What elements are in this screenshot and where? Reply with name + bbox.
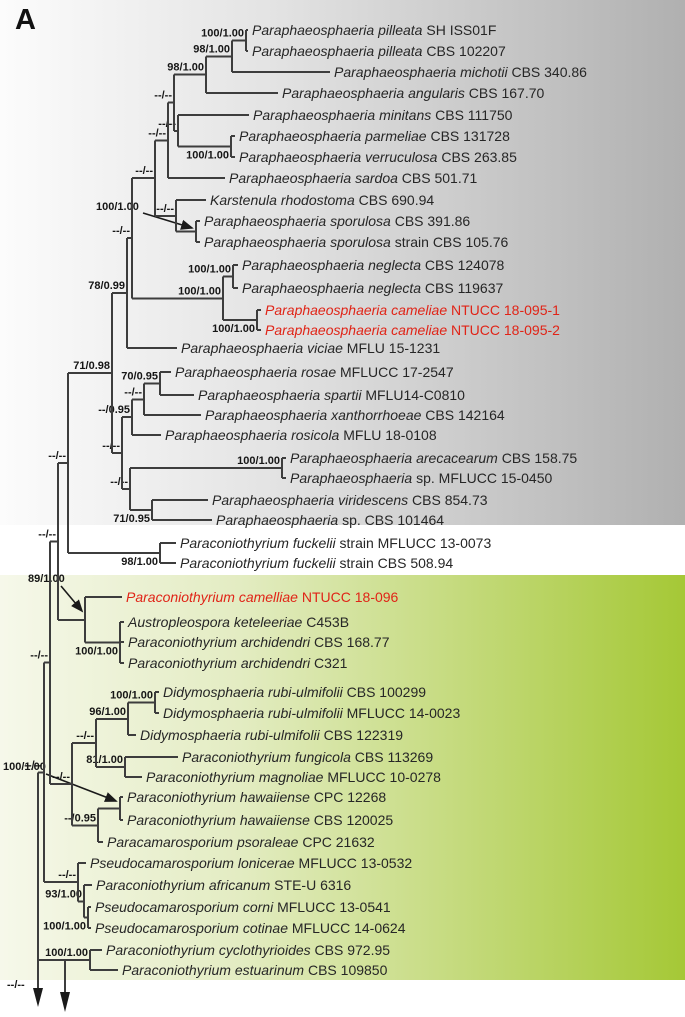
taxon-label: Paraphaeosphaeria spartii MFLU14-C0810 xyxy=(198,387,465,403)
taxon-label: Paracamarosporium psoraleae CPC 21632 xyxy=(107,834,375,850)
support-label: --/-- xyxy=(38,528,56,540)
support-label: --/-- xyxy=(154,90,172,102)
support-label: --/-- xyxy=(76,730,94,742)
taxon-label: Paraphaeosphaeria verruculosa CBS 263.85 xyxy=(239,149,517,165)
taxon-label: Paraphaeosphaeria michotii CBS 340.86 xyxy=(334,64,587,80)
support-label: --/-- xyxy=(24,759,42,771)
support-label: 100/1.00 xyxy=(43,921,86,933)
support-label: --/0.95 xyxy=(64,812,96,824)
taxon-label: Karstenula rhodostoma CBS 690.94 xyxy=(210,192,434,208)
support-label: --/-- xyxy=(135,165,153,177)
support-label: 100/1.00 xyxy=(3,761,46,773)
taxon-label: Paraphaeosphaeria sp. MFLUCC 15-0450 xyxy=(290,470,552,486)
support-label: 89/1.00 xyxy=(28,573,65,585)
support-label: 70/0.95 xyxy=(121,371,158,383)
support-label: --/-- xyxy=(48,450,66,462)
support-label: 100/1.00 xyxy=(201,28,244,40)
support-label: 100/1.00 xyxy=(212,323,255,335)
support-label: --/-- xyxy=(58,869,76,881)
taxon-label: Paraphaeosphaeria viridescens CBS 854.73 xyxy=(212,492,488,508)
support-label: 93/1.00 xyxy=(45,888,82,900)
taxon-label: Paraphaeosphaeria xanthorrhoeae CBS 1421… xyxy=(205,407,505,423)
taxon-label: Paraconiothyrium archidendri CBS 168.77 xyxy=(128,634,390,650)
taxon-label: Paraconiothyrium estuarinum CBS 109850 xyxy=(122,962,388,978)
support-label: --/-- xyxy=(30,650,48,662)
taxon-label: Paraphaeosphaeria pilleata CBS 102207 xyxy=(252,43,506,59)
taxon-label: Paraconiothyrium magnoliae MFLUCC 10-027… xyxy=(146,769,441,785)
support-label: --/-- xyxy=(7,979,25,991)
taxon-label: Paraphaeosphaeria angularis CBS 167.70 xyxy=(282,85,545,101)
support-label: --/-- xyxy=(110,476,128,488)
taxon-label: Paraphaeosphaeria rosae MFLUCC 17-2547 xyxy=(175,364,454,380)
support-label: 71/0.95 xyxy=(113,513,150,525)
taxon-label: Paraconiothyrium archidendri C321 xyxy=(128,655,348,671)
support-label: 81/1.00 xyxy=(86,754,123,766)
support-label: 100/1.00 xyxy=(178,285,221,297)
support-label: 100/1.00 xyxy=(96,201,139,213)
taxon-label: Paraconiothyrium fuckelii strain MFLUCC … xyxy=(180,535,491,551)
taxon-label: Paraphaeosphaeria pilleata SH ISS01F xyxy=(252,22,496,38)
taxon-label: Paraphaeosphaeria sporulosa strain CBS 1… xyxy=(204,234,509,250)
taxon-label: Paraphaeosphaeria sporulosa CBS 391.86 xyxy=(204,213,470,229)
taxon-label: Paraphaeosphaeria cameliae NTUCC 18-095-… xyxy=(265,302,560,318)
support-label: --/-- xyxy=(156,203,174,215)
support-label: 98/1.00 xyxy=(121,556,158,568)
support-label: 98/1.00 xyxy=(193,43,230,55)
support-label: 100/1.00 xyxy=(45,947,88,959)
support-label: --/0.95 xyxy=(98,404,130,416)
taxon-label: Paraconiothyrium camelliae NTUCC 18-096 xyxy=(126,589,399,605)
taxon-label: Paraphaeosphaeria cameliae NTUCC 18-095-… xyxy=(265,322,560,338)
taxon-label: Paraconiothyrium africanum STE-U 6316 xyxy=(96,877,351,893)
taxon-label: Paraphaeosphaeria sardoa CBS 501.71 xyxy=(229,170,478,186)
support-label: --/-- xyxy=(112,225,130,237)
paraphaeosphaeria-clade-background xyxy=(0,0,685,525)
taxon-label: Didymosphaeria rubi-ulmifolii CBS 100299 xyxy=(163,684,426,700)
outgroup-down-arrow-icon xyxy=(60,992,70,1012)
taxon-label: Paraconiothyrium fungicola CBS 113269 xyxy=(182,749,433,765)
support-label: --/-- xyxy=(52,771,70,783)
support-label: 96/1.00 xyxy=(89,706,126,718)
taxon-label: Austropleospora keteleeriae C453B xyxy=(127,614,349,630)
taxon-label: Paraphaeosphaeria parmeliae CBS 131728 xyxy=(239,128,510,144)
support-arrow xyxy=(45,773,118,802)
support-arrow xyxy=(142,212,194,230)
taxon-label: Didymosphaeria rubi-ulmifolii CBS 122319 xyxy=(140,727,403,743)
support-label: --/-- xyxy=(148,127,166,139)
support-label: 78/0.99 xyxy=(88,280,125,292)
taxon-label: Paraconiothyrium hawaiiense CBS 120025 xyxy=(127,812,393,828)
taxon-label: Paraphaeosphaeria neglecta CBS 119637 xyxy=(242,280,503,296)
taxon-label: Pseudocamarosporium lonicerae MFLUCC 13-… xyxy=(90,855,412,871)
taxon-label: Paraconiothyrium cyclothyrioides CBS 972… xyxy=(106,942,390,958)
outgroup-down-arrow-icon xyxy=(33,988,43,1007)
support-label: 100/1.00 xyxy=(110,690,153,702)
support-label: 71/0.98 xyxy=(73,360,110,372)
support-label: 98/1.00 xyxy=(167,62,204,74)
taxon-label: Paraconiothyrium hawaiiense CPC 12268 xyxy=(127,789,386,805)
support-label: 100/1.00 xyxy=(237,455,280,467)
taxon-label: Didymosphaeria rubi-ulmifolii MFLUCC 14-… xyxy=(163,705,460,721)
taxon-label: Pseudocamarosporium corni MFLUCC 13-0541 xyxy=(95,899,391,915)
taxon-label: Paraconiothyrium fuckelii strain CBS 508… xyxy=(180,555,453,571)
taxon-label: Paraphaeosphaeria viciae MFLU 15-1231 xyxy=(181,340,440,356)
support-label: 100/1.00 xyxy=(186,150,229,162)
taxon-label: Paraphaeosphaeria sp. CBS 101464 xyxy=(216,512,444,528)
support-label: 100/1.00 xyxy=(188,264,231,276)
taxon-label: Paraphaeosphaeria neglecta CBS 124078 xyxy=(242,257,505,273)
taxon-label: Paraphaeosphaeria rosicola MFLU 18-0108 xyxy=(165,427,437,443)
support-label: --/-- xyxy=(124,386,142,398)
panel-label: A xyxy=(15,4,36,36)
taxon-label: Paraphaeosphaeria arecacearum CBS 158.75 xyxy=(290,450,577,466)
support-arrow xyxy=(60,585,84,613)
taxon-label: Pseudocamarosporium cotinae MFLUCC 14-06… xyxy=(95,920,406,936)
taxon-label: Paraphaeosphaeria minitans CBS 111750 xyxy=(253,107,513,123)
support-label: 100/1.00 xyxy=(75,646,118,658)
